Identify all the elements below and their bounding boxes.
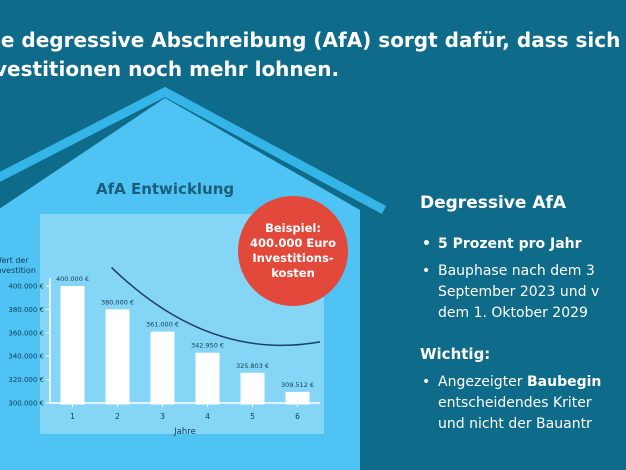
bullet-bauphase: Bauphase nach dem 3 September 2023 und v… xyxy=(420,261,626,324)
y-tick-label: 300.000 € xyxy=(8,400,44,408)
trend-curve xyxy=(110,266,321,347)
bullet-baubeginn-bold: Baubegin xyxy=(527,374,602,390)
bar xyxy=(105,309,130,405)
bullet-baubeginn-line-1: Angezeigter Baubegin xyxy=(438,372,626,393)
data-label: 380.000 € xyxy=(101,298,134,306)
data-label: 309.512 € xyxy=(281,381,314,389)
x-tick-label: 5 xyxy=(250,412,255,421)
right-panel: Degressive AfA 5 Prozent pro Jahr Baupha… xyxy=(420,192,626,435)
bullet-baubeginn-prefix: Angezeigter xyxy=(438,374,527,390)
bar xyxy=(60,286,85,405)
bullet-bauphase-line-3: dem 1. Oktober 2029 xyxy=(438,305,588,321)
y-axis-label-line-1: Wert der xyxy=(0,256,29,265)
data-label: 361.000 € xyxy=(146,321,179,329)
x-tick-label: 2 xyxy=(115,412,120,421)
wichtig-heading: Wichtig: xyxy=(420,345,491,363)
example-badge: Beispiel: 400.000 Euro Investitions- kos… xyxy=(238,196,348,306)
data-label: 342.950 € xyxy=(191,342,224,350)
bullet-bauphase-line-1: Bauphase nach dem 3 xyxy=(438,263,595,279)
degressive-afa-heading: Degressive AfA xyxy=(420,193,567,213)
headline-line-1: ie degressive Abschreibung (AfA) sorgt d… xyxy=(0,28,621,52)
house-body xyxy=(0,98,360,470)
y-axis-label: Wert derInvestition xyxy=(0,256,68,276)
bar xyxy=(285,391,310,405)
bar xyxy=(240,372,265,405)
x-tick-label: 4 xyxy=(205,412,210,421)
y-tick-label: 320.000 € xyxy=(8,376,44,384)
headline-line-2: vestitionen noch mehr lohnen. xyxy=(0,57,340,81)
headline: ie degressive Abschreibung (AfA) sorgt d… xyxy=(0,26,626,84)
badge-text: Beispiel: 400.000 Euro Investitions- kos… xyxy=(250,221,336,280)
y-axis-label-line-2: Investition xyxy=(0,266,36,275)
bar xyxy=(195,352,220,405)
bullet-bauphase-line-2: September 2023 und v xyxy=(438,284,600,300)
data-label: 325.803 € xyxy=(236,362,269,370)
afa-chart: 300.000 € 320.000 € 340.000 € 360.000 € 380.… xyxy=(8,266,321,437)
bullet-rate: 5 Prozent pro Jahr xyxy=(420,234,626,255)
chart-title: AfA Entwicklung xyxy=(96,180,235,198)
bullet-baubeginn: Angezeigter Baubegin entscheidendes Krit… xyxy=(420,372,626,435)
bullet-baubeginn-line-3: und nicht der Bauantr xyxy=(438,416,592,432)
x-axis-label: Jahre xyxy=(173,427,196,437)
y-tick-label: 360.000 € xyxy=(8,329,44,337)
data-label: 400.000 € xyxy=(56,275,89,283)
bar xyxy=(150,331,175,405)
y-tick-label: 400.000 € xyxy=(8,283,44,291)
x-tick-label: 3 xyxy=(160,412,165,421)
x-tick-label: 6 xyxy=(295,412,300,421)
y-tick-label: 380.000 € xyxy=(8,306,44,314)
house-roof-outline xyxy=(0,86,387,214)
x-tick-label: 1 xyxy=(70,412,75,421)
bullet-baubeginn-line-2: entscheidendes Kriter xyxy=(438,395,592,411)
y-tick-label: 340.000 € xyxy=(8,353,44,361)
